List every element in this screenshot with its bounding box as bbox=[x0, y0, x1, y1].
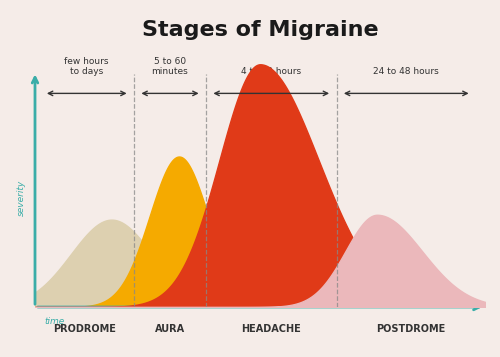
Text: 24 to 48 hours: 24 to 48 hours bbox=[374, 67, 439, 76]
Text: HEADACHE: HEADACHE bbox=[242, 324, 301, 334]
Text: severity: severity bbox=[17, 180, 26, 216]
Text: 4 to 72 hours: 4 to 72 hours bbox=[241, 67, 302, 76]
Text: time: time bbox=[44, 317, 64, 326]
Text: 5 to 60
minutes: 5 to 60 minutes bbox=[152, 57, 188, 76]
Text: Stages of Migraine: Stages of Migraine bbox=[142, 20, 378, 40]
Text: POSTDROME: POSTDROME bbox=[376, 324, 446, 334]
Text: AURA: AURA bbox=[155, 324, 185, 334]
Text: PRODROME: PRODROME bbox=[53, 324, 116, 334]
Text: few hours
to days: few hours to days bbox=[64, 57, 109, 76]
